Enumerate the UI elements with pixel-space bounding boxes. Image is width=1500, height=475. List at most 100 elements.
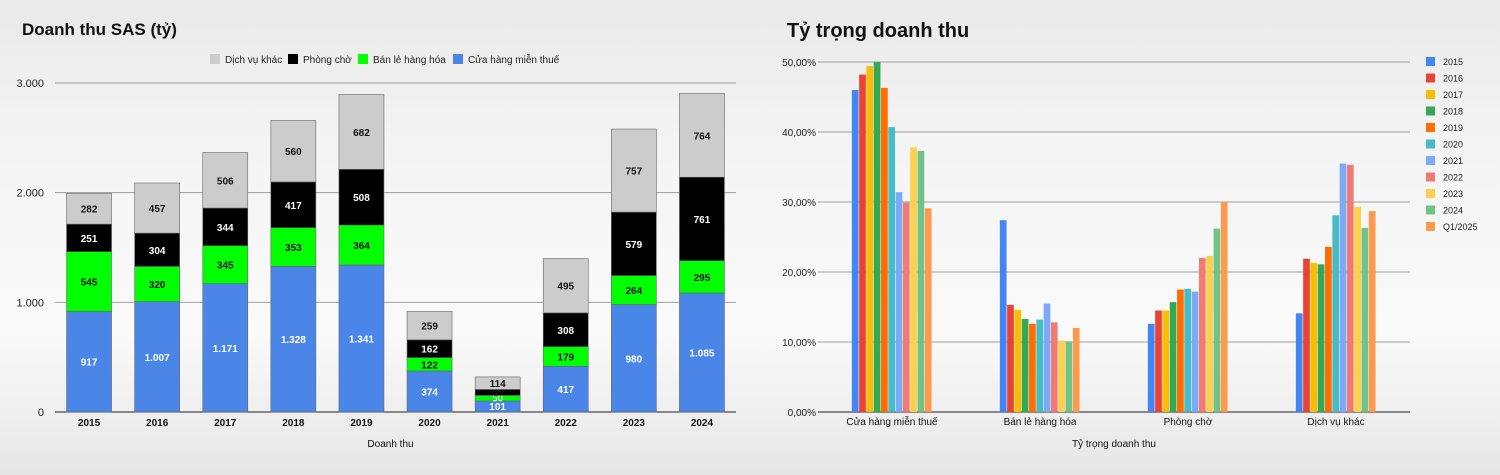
- data-label: 122: [421, 360, 438, 371]
- x-tick-label: 2020: [418, 418, 441, 429]
- bar-segment: [406, 311, 453, 341]
- bar: [910, 147, 917, 412]
- data-label: 980: [626, 354, 643, 365]
- data-label: 1.085: [689, 349, 714, 360]
- data-label: 579: [626, 240, 643, 251]
- bar-segment: [406, 370, 453, 413]
- x-tick-label: Phòng chờ: [1164, 417, 1213, 428]
- bar: [1155, 310, 1162, 412]
- data-label: 1.171: [213, 344, 238, 355]
- data-label: 353: [285, 243, 302, 254]
- y-tick-label: 1.000: [16, 297, 44, 309]
- bar: [1368, 211, 1376, 412]
- legend-swatch: [358, 54, 368, 64]
- legend-swatch: [1426, 139, 1435, 149]
- bar-segment: [611, 128, 657, 213]
- bar: [1332, 215, 1340, 412]
- legend-label: 2016: [1443, 74, 1463, 84]
- y-tick-label: 30,00%: [782, 198, 816, 209]
- legend-swatch: [1426, 205, 1435, 215]
- bar: [873, 62, 881, 412]
- data-label: 682: [353, 128, 370, 139]
- y-tick-label: 50,00%: [782, 58, 816, 69]
- data-label: 308: [557, 326, 574, 337]
- bar: [1029, 323, 1036, 412]
- bar: [1206, 255, 1213, 412]
- bar: [1191, 291, 1199, 412]
- data-label: 101: [489, 402, 506, 413]
- bar: [851, 90, 859, 412]
- data-label: 162: [421, 345, 438, 356]
- chart-title: Tỷ trọng doanh thu: [787, 20, 970, 42]
- legend-label: 2017: [1443, 90, 1463, 100]
- data-label: 259: [421, 322, 438, 333]
- bar-segment: [202, 207, 249, 247]
- y-tick-label: 40,00%: [782, 128, 816, 139]
- data-label: 417: [285, 201, 302, 212]
- legend-label: 2024: [1443, 206, 1463, 216]
- x-tick-label: Dịch vụ khác: [1307, 417, 1364, 428]
- bar: [902, 202, 910, 412]
- data-label: 374: [421, 387, 438, 398]
- bar-segment: [542, 312, 589, 347]
- bar-segment: [679, 176, 725, 261]
- bar: [1303, 258, 1310, 412]
- y-tick-label: 0: [38, 407, 44, 419]
- legend-label: 2022: [1443, 173, 1463, 183]
- data-label: 917: [81, 358, 98, 369]
- legend-swatch: [453, 54, 463, 64]
- data-label: 1.007: [145, 353, 170, 364]
- y-tick-label: 20,00%: [782, 268, 816, 279]
- bar: [1021, 318, 1029, 412]
- data-label: 457: [149, 204, 166, 215]
- legend-label: Bán lẻ hàng hóa: [373, 55, 446, 66]
- data-label: 364: [353, 241, 370, 252]
- legend-label: 2021: [1443, 156, 1463, 166]
- x-axis-title: Tỷ trọng doanh thu: [1072, 438, 1156, 450]
- legend-swatch: [288, 54, 298, 64]
- legend-swatch: [1426, 172, 1435, 182]
- data-label: 264: [626, 286, 643, 297]
- bar: [1072, 328, 1080, 412]
- bar: [1147, 323, 1155, 412]
- bar: [881, 87, 888, 413]
- x-tick-label: 2022: [555, 418, 578, 429]
- revenue-share-chart: 0,00% 10,00% 20,00% 30,00% 40,00% 50,00% Cửa h…: [782, 57, 1478, 450]
- bar: [1295, 313, 1303, 412]
- x-tick-label: 2016: [146, 418, 169, 429]
- legend-swatch: [210, 54, 220, 64]
- data-label: 1.328: [281, 335, 306, 346]
- bar-segment: [270, 181, 317, 228]
- legend-label: 2019: [1443, 123, 1463, 133]
- bar-segment: [202, 152, 249, 209]
- data-label: 1.341: [349, 334, 374, 345]
- data-label: 179: [557, 352, 574, 363]
- y-tick-label: 10,00%: [782, 338, 816, 349]
- bar: [1317, 264, 1325, 412]
- data-label: 304: [149, 246, 166, 257]
- data-label: 764: [694, 131, 711, 142]
- bar: [1198, 258, 1206, 412]
- y-tick-label: 2.000: [16, 188, 44, 200]
- legend-label: 2020: [1443, 140, 1463, 150]
- legend-swatch: [1426, 106, 1435, 116]
- data-label: 757: [626, 167, 643, 178]
- data-label: 345: [217, 261, 234, 272]
- bar-segment: [134, 301, 180, 413]
- legend-swatch: [1426, 222, 1435, 231]
- legend-label: Q1/2025: [1443, 222, 1478, 232]
- legend-swatch: [1426, 156, 1435, 165]
- bar: [917, 150, 925, 412]
- legend-label: Dịch vụ khác: [225, 55, 282, 66]
- data-label: 295: [694, 273, 711, 284]
- bar: [1058, 340, 1065, 412]
- data-label: 344: [217, 223, 234, 234]
- data-label: 545: [81, 278, 98, 289]
- bar-segment: [338, 94, 385, 170]
- x-tick-label: Bán lẻ hàng hóa: [1004, 417, 1077, 428]
- bar-segment: [270, 227, 317, 267]
- x-tick-label: 2024: [691, 418, 714, 429]
- data-label: 761: [694, 215, 711, 226]
- bar-segment: [611, 304, 657, 413]
- data-label: 495: [557, 282, 574, 293]
